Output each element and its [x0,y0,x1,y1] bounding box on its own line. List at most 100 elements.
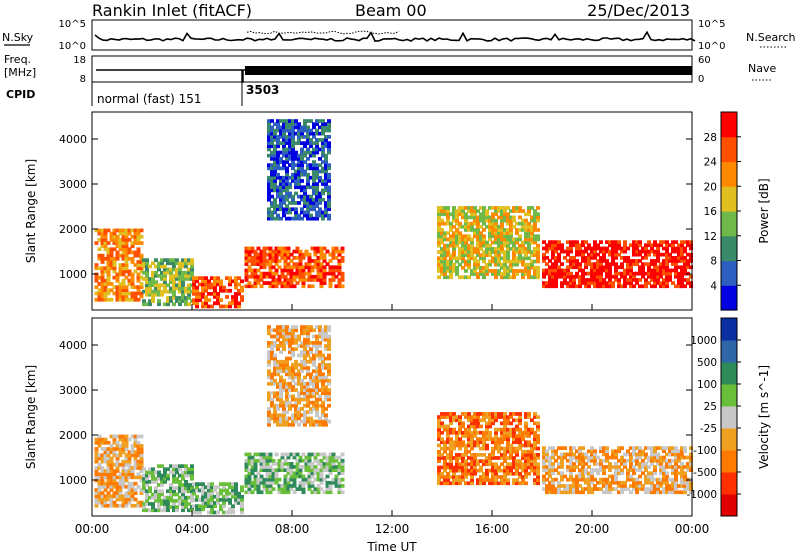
data-cell [512,224,516,229]
data-cell [512,456,516,460]
data-cell [190,270,194,275]
data-cell [575,274,579,279]
data-cell [482,272,486,276]
data-cell [172,302,176,307]
data-cell [130,291,135,296]
data-cell [611,243,615,248]
data-cell [488,250,492,254]
data-cell [482,259,486,264]
data-cell [231,482,235,486]
data-cell [237,491,241,496]
data-cell [127,278,132,283]
data-cell [291,341,295,345]
data-cell [112,260,117,264]
data-cell [536,462,540,467]
data-cell [485,224,489,229]
data-cell [207,282,211,287]
data-cell [497,437,501,441]
data-cell [301,487,306,491]
data-cell [557,274,561,279]
data-cell [683,446,687,450]
data-cell [270,185,274,190]
data-cell [148,302,152,307]
data-cell [491,247,495,251]
data-cell [312,197,316,202]
data-cell [267,153,271,158]
data-cell [509,262,513,267]
data-cell [216,276,220,280]
data-cell [458,250,462,254]
data-cell [303,135,307,139]
data-cell [97,456,102,461]
data-cell [295,465,300,469]
data-cell [449,243,453,248]
data-cell [181,470,185,475]
data-cell [506,250,510,254]
data-cell [470,468,474,473]
data-cell [599,449,603,454]
data-cell [318,138,322,142]
data-cell [473,247,477,251]
data-cell [160,476,164,481]
data-cell [288,328,292,333]
data-cell [327,337,331,342]
data-cell [139,241,144,245]
data-cell [473,453,477,457]
data-cell [118,269,123,274]
data-cell [545,455,549,460]
data-cell [124,444,129,448]
data-cell [581,462,585,466]
data-cell [440,415,444,419]
data-cell [240,494,244,499]
data-cell [127,466,132,470]
data-cell [201,304,205,309]
data-cell [638,465,642,469]
data-cell [506,418,510,423]
data-cell [620,455,624,460]
data-cell [337,477,342,482]
data-cell [500,421,504,426]
data-cell [518,481,522,486]
data-cell [680,274,684,279]
data-cell [545,458,549,463]
data-cell [273,413,277,418]
data-cell [276,188,280,193]
data-cell [653,458,657,463]
data-cell [250,268,255,273]
data-cell [464,262,468,267]
data-cell [181,489,185,494]
data-cell [121,291,126,296]
data-cell [527,440,531,445]
data-cell [297,407,301,411]
data-cell [234,276,238,280]
data-cell [515,440,519,445]
data-cell [325,458,330,463]
data-cell [136,297,141,302]
data-cell [680,465,684,469]
data-cell [446,440,450,445]
data-cell [130,484,135,489]
data-cell [449,412,453,416]
data-cell [461,250,465,254]
data-cell [280,455,285,460]
data-cell [518,250,522,254]
data-cell [301,256,306,260]
data-cell [313,452,318,457]
data-cell [506,228,510,232]
colorbar-segment [721,211,737,237]
data-cell [437,215,441,220]
data-cell [201,494,205,499]
data-cell [303,185,307,190]
data-cell [103,256,108,261]
data-cell [602,252,606,257]
data-cell [319,268,324,273]
data-cell [321,400,325,405]
data-cell [554,274,558,279]
data-cell [671,246,675,251]
data-cell [112,472,117,477]
data-cell [274,468,279,472]
data-cell [470,481,474,486]
data-cell [611,465,615,469]
data-cell [273,144,277,149]
data-cell [488,218,492,223]
